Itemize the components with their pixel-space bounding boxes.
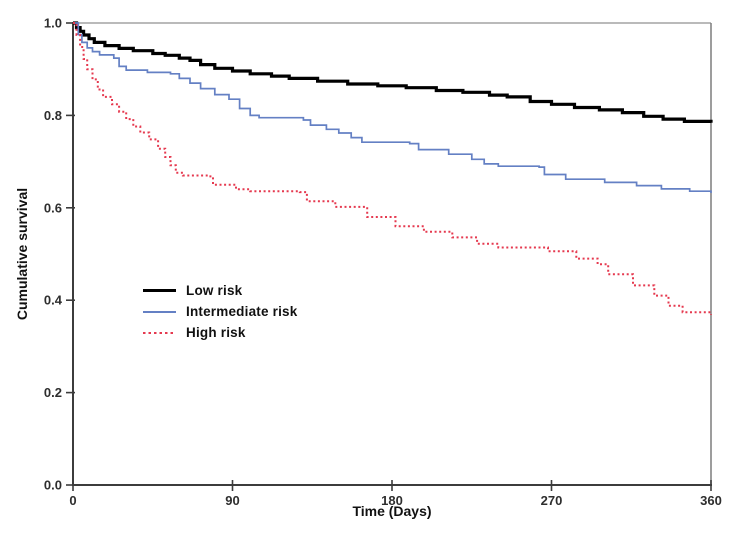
legend-label-low-risk: Low risk (186, 283, 243, 298)
x-tick-label: 180 (381, 493, 403, 508)
curve-intermediate-risk (73, 22, 712, 193)
high-risk-line-swatch (143, 331, 176, 334)
legend-item-low-risk: Low risk (143, 280, 297, 301)
y-tick-label: 0.8 (44, 108, 62, 123)
x-axis-title: Time (Days) (352, 503, 432, 519)
legend-item-high-risk: High risk (143, 322, 297, 343)
y-tick-label: 0.4 (44, 293, 63, 308)
y-tick-label: 0.2 (44, 385, 62, 400)
y-tick-label: 1.0 (44, 16, 62, 31)
legend-item-intermediate-risk: Intermediate risk (143, 301, 297, 322)
y-axis-title: Cumulative survival (14, 187, 30, 321)
intermediate-risk-line-swatch (143, 310, 176, 313)
legend-label-intermediate-risk: Intermediate risk (186, 304, 298, 319)
y-tick-label: 0.0 (44, 478, 62, 493)
x-tick-label: 270 (541, 493, 563, 508)
x-tick-label: 0 (69, 493, 76, 508)
legend: Low risk Intermediate risk High risk (143, 280, 297, 343)
x-tick-label: 90 (225, 493, 239, 508)
legend-label-high-risk: High risk (186, 325, 246, 340)
x-tick-label: 360 (700, 493, 722, 508)
curve-high-risk (73, 22, 712, 315)
y-tick-label: 0.6 (44, 200, 62, 215)
low-risk-line-swatch (143, 289, 176, 292)
curve-low-risk (73, 21, 713, 123)
